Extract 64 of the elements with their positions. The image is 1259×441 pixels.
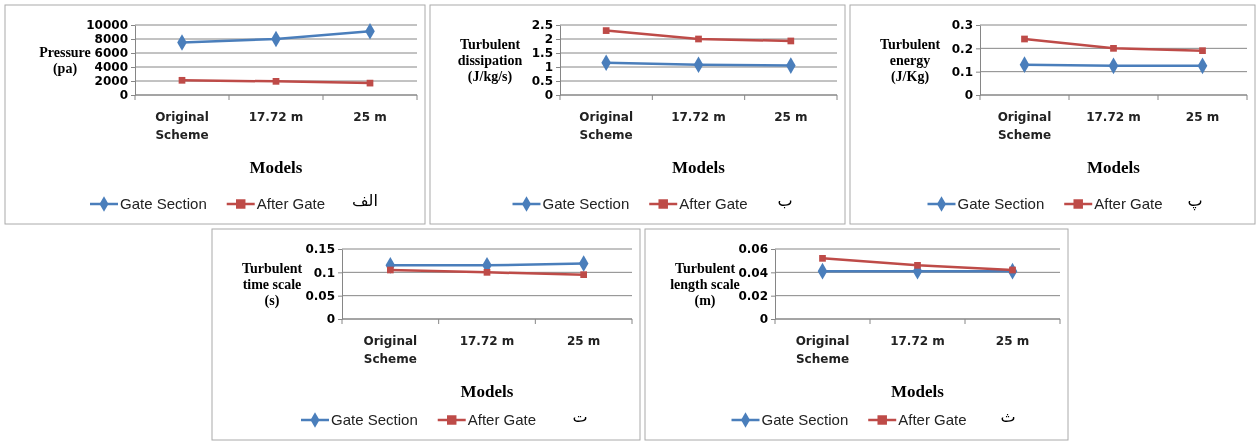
x-tick-label: Original Scheme (997, 110, 1052, 142)
y-axis-title: Turbulent time scale (s) (241, 261, 303, 309)
y-tick-label: 4000 (94, 60, 128, 75)
legend-label: Gate Section (957, 195, 1045, 212)
y-tick-label: 0.02 (738, 289, 768, 304)
y-tick-label: 0.1 (313, 265, 335, 280)
y-tick-label: 0.06 (738, 242, 768, 257)
x-tick-label: 17.72 m (1086, 110, 1141, 124)
text: ب (777, 191, 793, 210)
y-tick-label: 0 (964, 88, 973, 103)
y-axis-title: Turbulent energy (J/Kg) (879, 37, 941, 85)
y-tick-label: 0.05 (305, 289, 335, 304)
x-axis-title: Models (672, 158, 726, 177)
x-tick-label: 25 m (995, 334, 1030, 348)
x-tick-label: 25 m (774, 110, 808, 124)
x-tick-label: 25 m (353, 110, 387, 124)
text: ث (1000, 407, 1016, 426)
legend-label: Gate Section (761, 411, 849, 428)
y-tick-label: 6000 (94, 46, 128, 61)
x-axis-title: Models (891, 382, 945, 401)
y-tick-label: 2 (544, 32, 553, 47)
x-tick-label: 17.72 m (459, 334, 515, 348)
legend-label: After Gate (898, 411, 967, 428)
x-tick-label: Original Scheme (363, 334, 418, 366)
x-tick-label: Original Scheme (795, 334, 850, 366)
text: الف (352, 191, 378, 210)
x-tick-label: Original Scheme (579, 110, 634, 142)
y-tick-label: 0.1 (951, 65, 973, 80)
x-tick-label: 17.72 m (890, 334, 945, 348)
y-tick-label: 2.5 (531, 18, 553, 33)
x-tick-label: 25 m (1185, 110, 1220, 124)
text: ت (572, 407, 588, 426)
legend-label: After Gate (467, 411, 537, 428)
y-tick-label: 0.2 (951, 41, 973, 56)
x-tick-label: 17.72 m (248, 110, 304, 124)
y-tick-label: 0 (544, 88, 553, 103)
x-tick-label: 17.72 m (671, 110, 726, 124)
y-tick-label: 1.5 (531, 46, 553, 61)
y-tick-label: 10000 (86, 18, 128, 33)
legend-label: Gate Section (542, 195, 630, 212)
legend-label: Gate Section (120, 195, 207, 212)
y-tick-label: 0.3 (951, 18, 973, 33)
y-axis-title: Turbulent length scale (m) (670, 261, 740, 309)
y-tick-label: 8000 (94, 32, 128, 47)
y-axis-title: Turbulent dissipation (J/kg/s) (457, 37, 523, 85)
y-tick-label: 0.04 (738, 265, 768, 280)
y-tick-label: 0.5 (531, 74, 553, 89)
y-tick-label: 1 (544, 60, 553, 75)
x-tick-label: 25 m (566, 334, 601, 348)
x-tick-label: Original Scheme (155, 110, 209, 142)
y-tick-label: 0 (119, 88, 128, 103)
text: پ (1187, 191, 1203, 211)
y-tick-label: 0 (759, 312, 768, 327)
y-tick-label: 0 (326, 312, 335, 327)
legend-label: After Gate (679, 195, 748, 212)
y-tick-label: 0.15 (305, 242, 335, 257)
legend-label: After Gate (1094, 195, 1163, 212)
legend-label: After Gate (256, 195, 326, 212)
x-axis-title: Models (460, 382, 514, 401)
x-axis-title: Models (1087, 158, 1141, 177)
y-tick-label: 2000 (94, 74, 128, 89)
y-axis-title: Pressure (pa) (39, 45, 91, 77)
x-axis-title: Models (249, 158, 303, 177)
legend-label: Gate Section (331, 411, 418, 428)
